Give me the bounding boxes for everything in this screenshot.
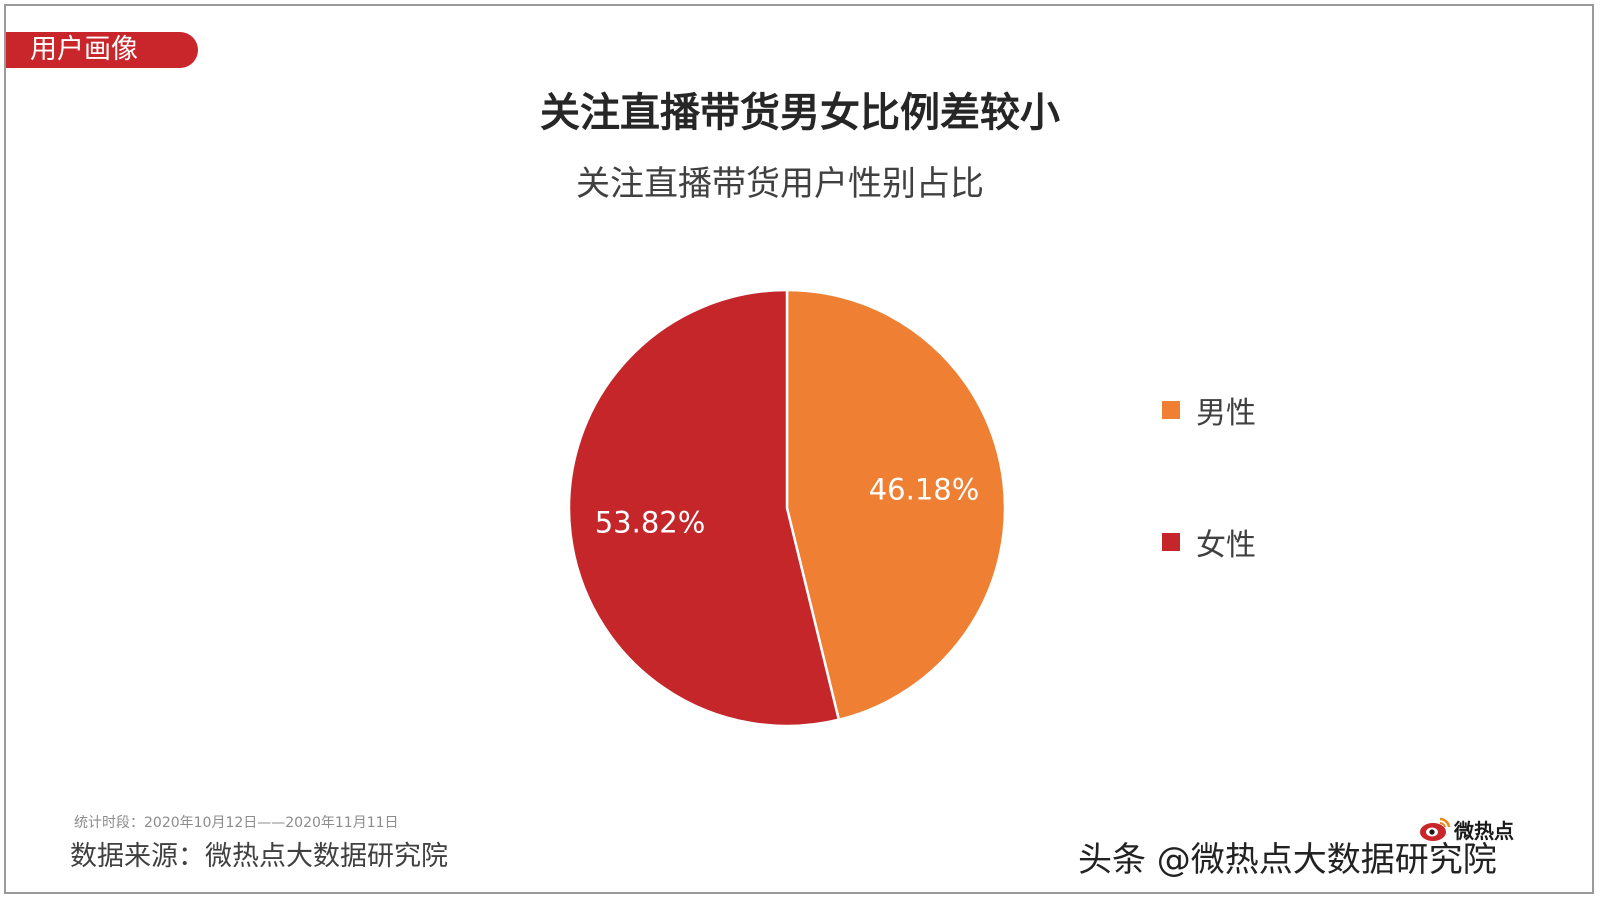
weiredian-logo: 微热点 — [1418, 812, 1538, 846]
statistics-period: 统计时段：2020年10月12日——2020年11月11日 — [74, 815, 399, 831]
slice-female — [567, 288, 841, 728]
slice-label-female: 53.82% — [595, 506, 706, 540]
main-title: 关注直播带货男女比例差较小 — [540, 90, 1060, 136]
legend-item-female: 女性 — [1162, 522, 1256, 563]
section-tag: 用户画像 — [6, 32, 198, 68]
legend-swatch-female — [1162, 533, 1180, 551]
logo-text: 微热点 — [1454, 818, 1514, 843]
weibo-eye-icon — [1420, 817, 1451, 841]
chart-title: 关注直播带货用户性别占比 — [576, 164, 984, 204]
legend-label-female: 女性 — [1196, 528, 1256, 563]
watermark: 头条 @微热点大数据研究院 — [1078, 840, 1497, 880]
slice-male — [785, 288, 1007, 722]
slice-label-male: 46.18% — [869, 472, 980, 506]
data-source: 数据来源：微热点大数据研究院 — [70, 841, 448, 872]
legend-swatch-male — [1162, 401, 1180, 419]
legend-label-male: 男性 — [1196, 396, 1256, 431]
chart-legend: 男性 女性 — [1162, 390, 1256, 654]
legend-item-male: 男性 — [1162, 390, 1256, 431]
